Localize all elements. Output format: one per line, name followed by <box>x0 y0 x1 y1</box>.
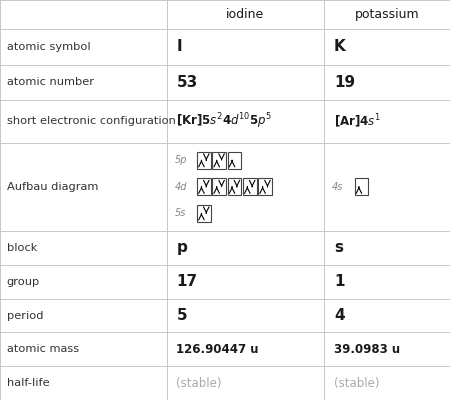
Text: [Ar]4$s^1$: [Ar]4$s^1$ <box>334 113 381 130</box>
Text: Aufbau diagram: Aufbau diagram <box>7 182 98 192</box>
Text: I: I <box>176 39 182 54</box>
Text: short electronic configuration: short electronic configuration <box>7 116 176 126</box>
Text: (stable): (stable) <box>176 377 222 390</box>
Bar <box>355 178 368 195</box>
Bar <box>197 205 211 222</box>
Text: s: s <box>334 240 343 256</box>
Text: p: p <box>176 240 187 256</box>
Text: iodine: iodine <box>226 8 265 21</box>
Text: [Kr]5$s^2$4$d^{10}$5$p^5$: [Kr]5$s^2$4$d^{10}$5$p^5$ <box>176 112 273 131</box>
Text: 4d: 4d <box>175 182 187 192</box>
Bar <box>197 178 211 195</box>
Text: 4s: 4s <box>332 182 343 192</box>
Text: K: K <box>334 39 346 54</box>
Text: block: block <box>7 243 37 253</box>
Text: 39.0983 u: 39.0983 u <box>334 343 400 356</box>
Text: atomic symbol: atomic symbol <box>7 42 90 52</box>
Bar <box>258 178 272 195</box>
Text: 126.90447 u: 126.90447 u <box>176 343 259 356</box>
Text: group: group <box>7 277 40 287</box>
Text: atomic mass: atomic mass <box>7 344 79 354</box>
Text: atomic number: atomic number <box>7 78 94 88</box>
Text: half-life: half-life <box>7 378 50 388</box>
Bar <box>197 152 211 169</box>
Text: 5p: 5p <box>175 155 187 165</box>
Text: period: period <box>7 310 43 320</box>
Bar <box>212 152 226 169</box>
Text: 1: 1 <box>334 274 344 289</box>
Text: 19: 19 <box>334 75 355 90</box>
Bar <box>243 178 256 195</box>
Text: 53: 53 <box>176 75 198 90</box>
Text: 4: 4 <box>334 308 345 323</box>
Bar <box>212 178 226 195</box>
Text: (stable): (stable) <box>334 377 379 390</box>
Text: potassium: potassium <box>355 8 419 21</box>
Text: 5s: 5s <box>175 208 186 218</box>
Bar <box>228 178 241 195</box>
Bar <box>228 152 241 169</box>
Text: 17: 17 <box>176 274 198 289</box>
Text: 5: 5 <box>176 308 187 323</box>
